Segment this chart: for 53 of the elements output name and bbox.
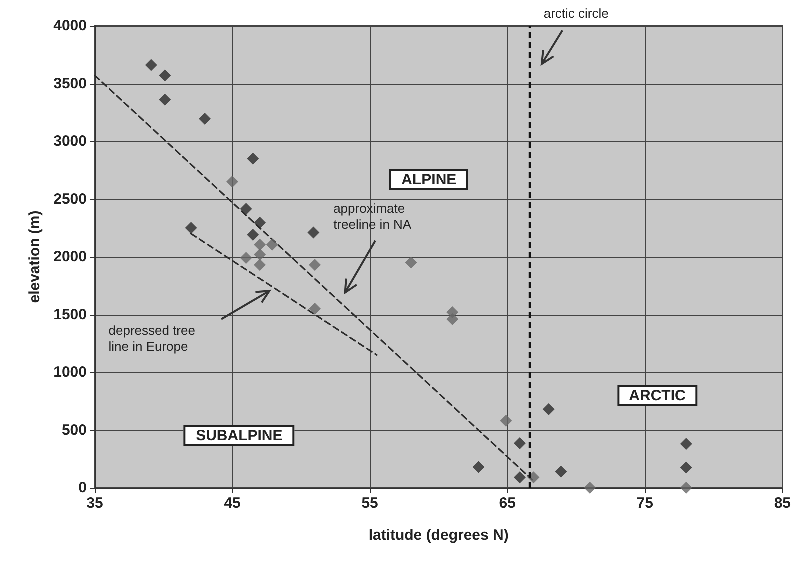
point xyxy=(472,461,485,474)
annotation: ARCTIC xyxy=(617,385,698,406)
point xyxy=(266,238,278,251)
point xyxy=(680,482,692,494)
point xyxy=(159,94,172,106)
point xyxy=(254,248,266,261)
point xyxy=(542,403,555,416)
point xyxy=(680,438,692,450)
y-tick-label: 1500 xyxy=(54,306,87,324)
y-tick-label: 1000 xyxy=(54,364,87,381)
point xyxy=(309,302,322,315)
y-tick-label: 4000 xyxy=(54,18,87,34)
x-tick-label: 45 xyxy=(224,495,241,512)
y-tick-label: 0 xyxy=(78,480,87,496)
point xyxy=(308,226,320,239)
point xyxy=(185,222,198,234)
point xyxy=(514,438,526,450)
annotation: ALPINE xyxy=(390,170,469,191)
x-axis-title: latitude (degrees N) xyxy=(368,527,509,544)
point xyxy=(309,259,322,272)
point xyxy=(555,466,568,478)
point xyxy=(446,313,459,326)
point xyxy=(528,472,540,484)
y-axis-title: elevation (m) xyxy=(26,210,44,304)
point xyxy=(405,256,418,269)
y-tick-label: 3000 xyxy=(54,133,87,150)
point xyxy=(254,259,266,272)
point xyxy=(145,59,158,72)
point xyxy=(240,252,252,264)
point xyxy=(680,462,692,474)
x-tick-label: 75 xyxy=(636,495,654,512)
ref-line-label: arctic circle xyxy=(544,6,609,22)
point xyxy=(199,112,212,125)
annotation: depressed tree line in Europe xyxy=(108,323,196,355)
point xyxy=(584,482,596,494)
point xyxy=(247,152,260,165)
y-tick-label: 500 xyxy=(62,422,87,439)
point xyxy=(240,203,252,216)
point xyxy=(159,70,172,82)
y-tick-label: 2000 xyxy=(54,248,87,266)
y-tick-label: 3500 xyxy=(54,75,87,92)
x-tick-label: 65 xyxy=(499,495,516,512)
x-tick-label: 85 xyxy=(774,495,791,512)
annotation: SUBALPINE xyxy=(184,426,295,447)
y-tick-label: 2500 xyxy=(54,190,87,208)
point xyxy=(254,216,266,229)
point xyxy=(254,238,266,251)
x-tick-label: 35 xyxy=(86,495,104,512)
point xyxy=(247,229,260,242)
x-tick-label: 55 xyxy=(362,495,378,512)
point xyxy=(514,472,526,484)
point xyxy=(226,176,239,188)
point xyxy=(500,415,512,428)
